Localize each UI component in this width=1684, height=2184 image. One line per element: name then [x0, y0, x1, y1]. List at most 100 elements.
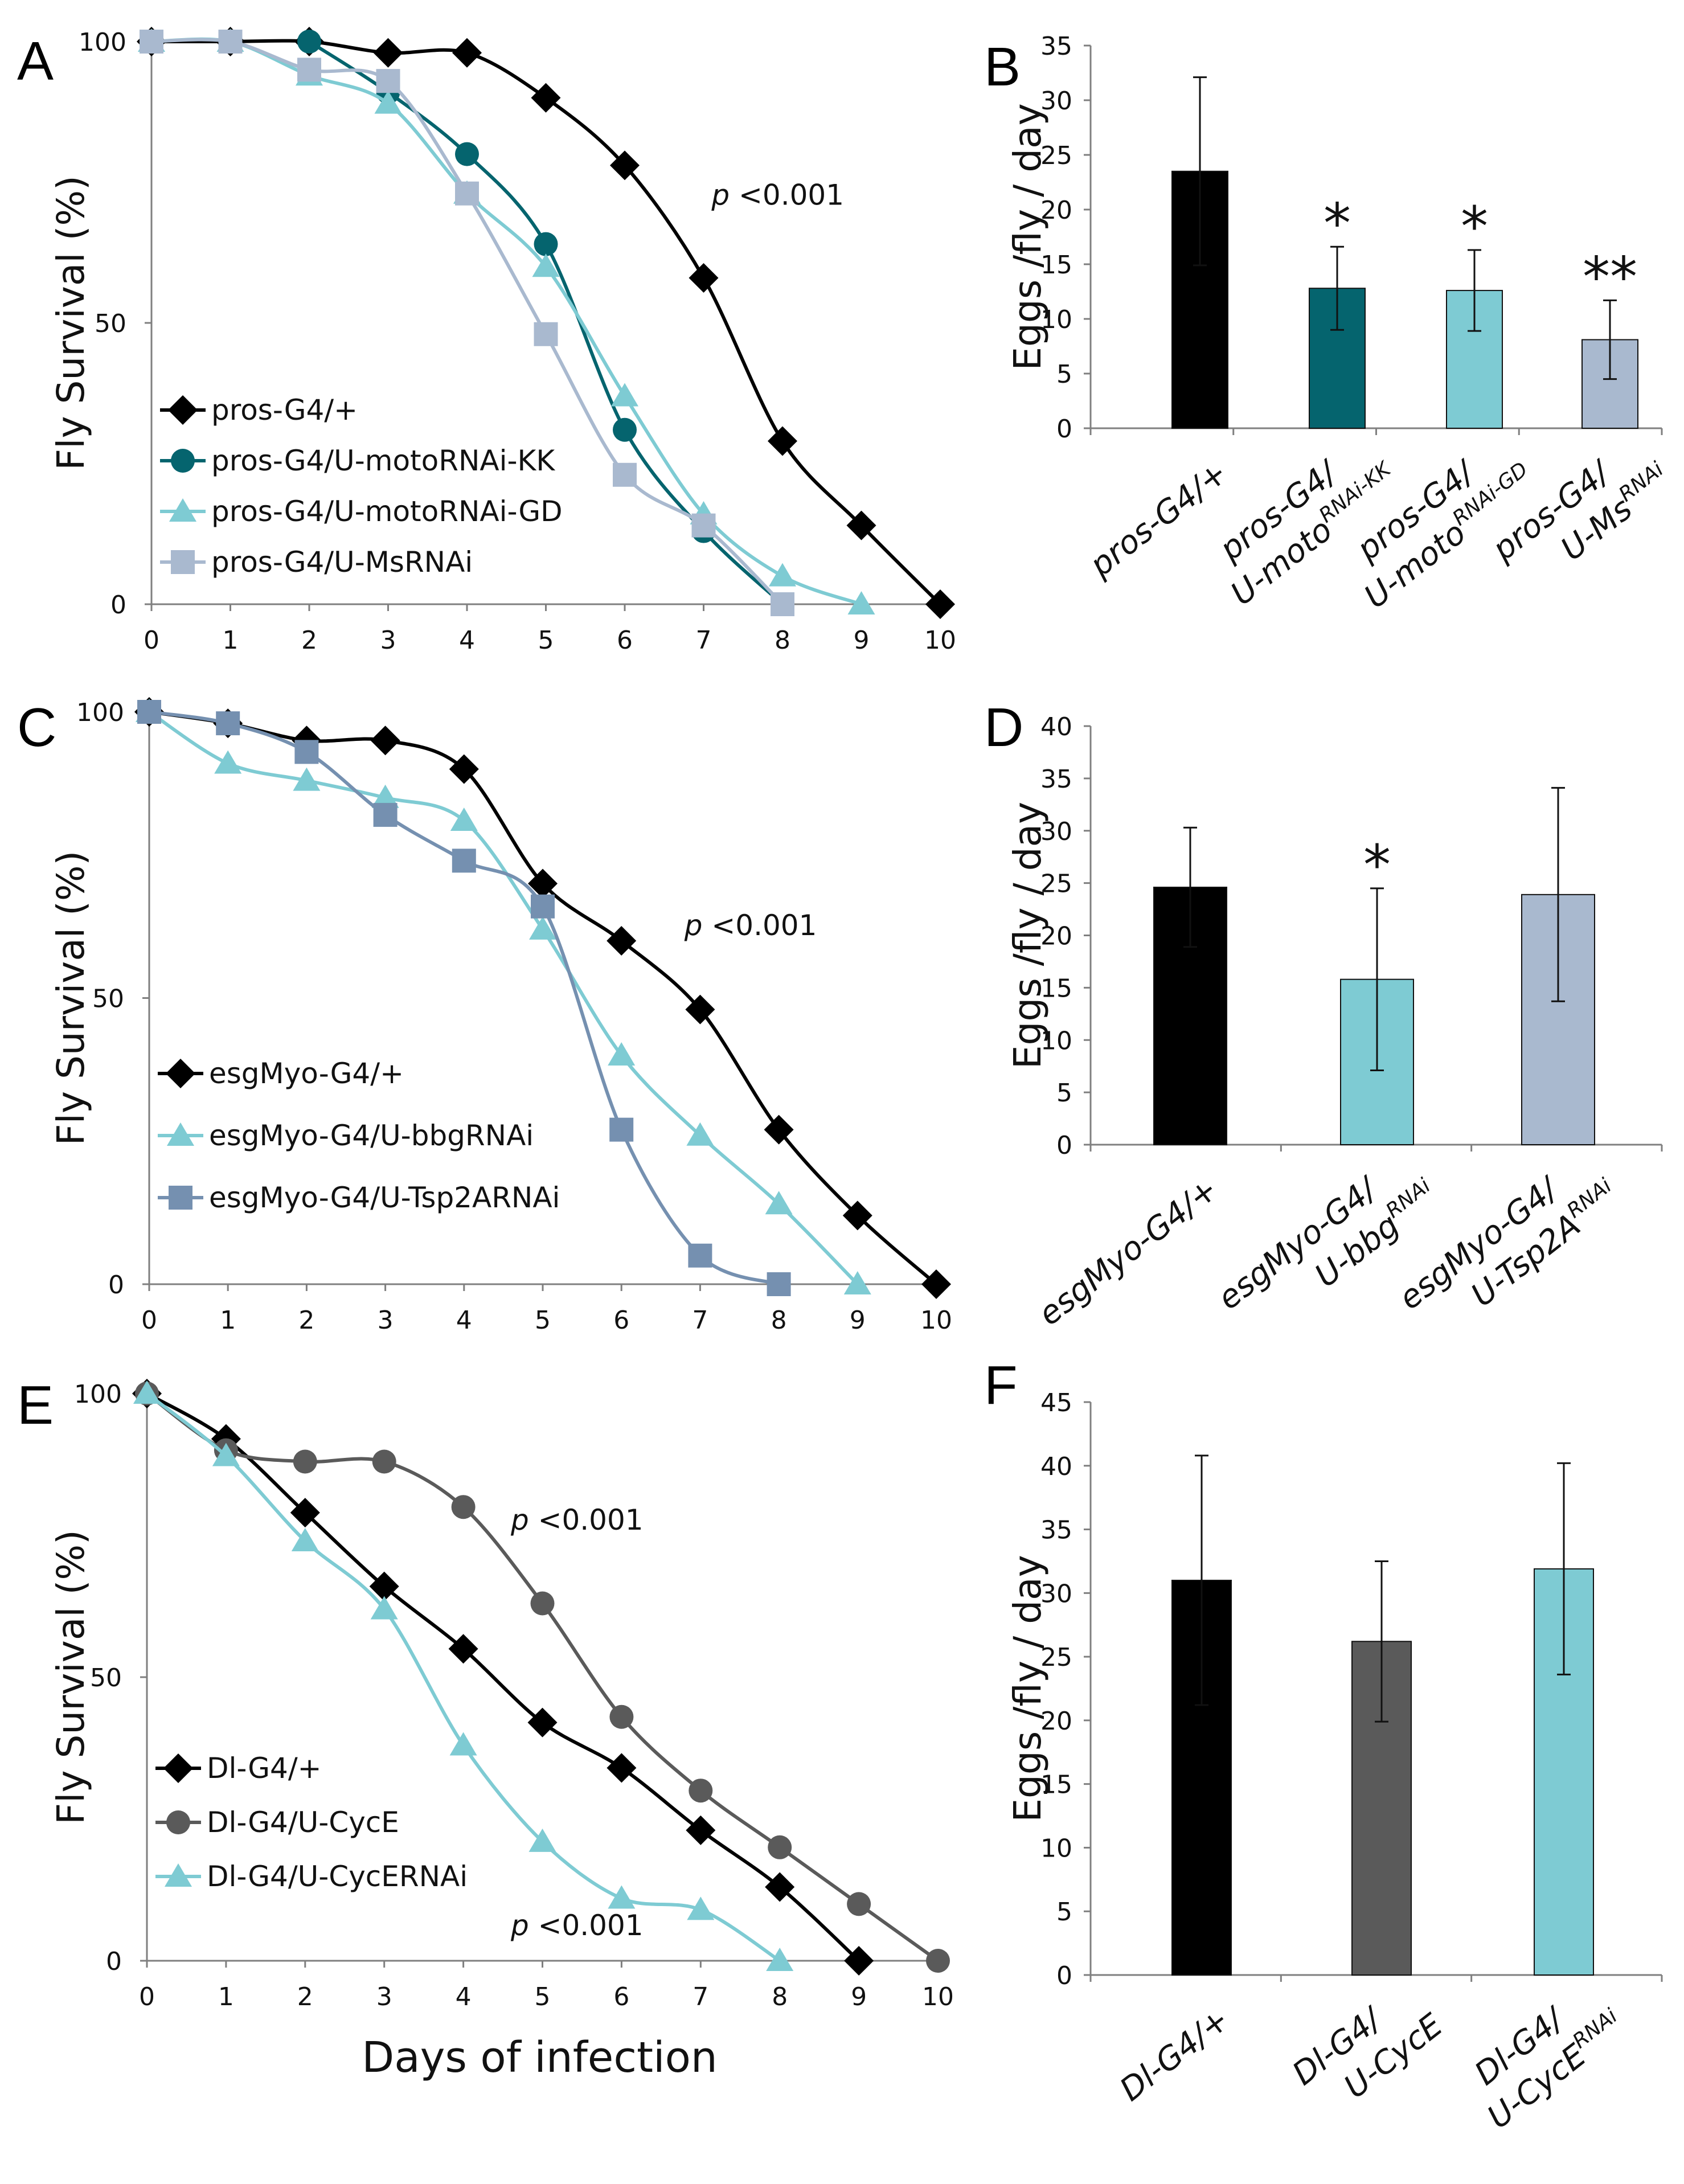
data-point — [531, 894, 555, 919]
x-tick-label: 4 — [459, 626, 475, 655]
y-tick-label: 100 — [74, 1380, 122, 1409]
series-line — [146, 1392, 939, 1962]
data-point — [846, 510, 876, 540]
y-tick-label: 0 — [1056, 415, 1072, 444]
data-point — [528, 868, 558, 899]
data-point — [449, 754, 479, 784]
panel-letter: A — [17, 31, 54, 92]
legend-label: esgMyo-G4/+ — [209, 1057, 404, 1090]
data-point — [686, 1122, 714, 1146]
legend-marker — [163, 1753, 193, 1783]
data-point — [609, 1704, 634, 1729]
y-tick-label: 5 — [1056, 1079, 1072, 1108]
data-point — [452, 38, 482, 68]
y-tick-label: 5 — [1056, 1898, 1072, 1927]
y-tick-label: 0 — [108, 1271, 124, 1300]
panel-c: C 0 50 100 0 1 2 3 4 5 6 7 8 9 10 Fly Survival (%) esgMy… — [17, 697, 952, 1335]
series-line — [146, 1392, 781, 1962]
data-point — [214, 750, 242, 774]
x-tick-label: 3 — [380, 626, 396, 655]
data-point — [448, 1634, 478, 1664]
data-point — [216, 711, 240, 736]
x-tick-label: 6 — [613, 1982, 629, 2011]
x-tick-label: 5 — [538, 626, 554, 655]
legend-marker — [171, 550, 195, 574]
significance-marker: * — [1461, 195, 1488, 259]
data-point — [843, 1271, 871, 1294]
data-point — [607, 926, 637, 956]
legend-entry: Dl-G4/U-CycE — [155, 1806, 399, 1839]
category-label: esgMyo-G4/U-Tsp2ARNAi — [1392, 1169, 1616, 1317]
data-point — [765, 1872, 795, 1902]
legend-label: esgMyo-G4/U-bbgRNAi — [209, 1119, 534, 1152]
data-point — [769, 563, 796, 587]
y-axis-label: Fly Survival (%) — [49, 851, 93, 1146]
y-tick-label: 45 — [1040, 1388, 1072, 1417]
data-point — [531, 83, 561, 113]
data-point — [687, 1896, 715, 1920]
series-line — [151, 38, 784, 606]
y-axis-label: Eggs /fly / day — [1006, 1555, 1050, 1822]
data-point — [691, 513, 716, 538]
legend-entry: esgMyo-G4/+ — [158, 1057, 404, 1090]
x-tick-label: 5 — [535, 1306, 551, 1335]
y-tick-label: 40 — [1040, 1452, 1072, 1481]
x-axis-label: Days of infection — [362, 2033, 718, 2082]
data-point — [768, 1835, 792, 1859]
legend-marker — [169, 1186, 192, 1210]
category-label: esgMyo-G4/U-bbgRNAi — [1211, 1169, 1435, 1317]
data-point — [609, 1117, 634, 1142]
p-symbol: p — [510, 1909, 529, 1942]
x-tick-label: 2 — [297, 1982, 313, 2011]
data-point — [370, 726, 400, 756]
data-point — [925, 589, 955, 619]
data-point — [372, 1449, 396, 1474]
y-tick-label: 50 — [95, 309, 126, 338]
data-point — [689, 263, 719, 293]
data-point — [290, 1498, 320, 1528]
y-axis-label: Fly Survival (%) — [49, 1530, 93, 1825]
y-tick-label: 0 — [1056, 1961, 1072, 1990]
significance-marker: ** — [1583, 245, 1637, 309]
data-point — [921, 1269, 951, 1299]
legend-entry: pros-G4/U-MsRNAi — [160, 546, 473, 579]
data-point — [455, 142, 479, 166]
y-tick-label: 25 — [1040, 1643, 1072, 1672]
legend-label: Dl-G4/U-CycERNAi — [207, 1860, 468, 1893]
category-label: Dl-G4/U-CycERNAi — [1468, 1999, 1622, 2136]
data-point — [688, 1243, 712, 1268]
y-tick-label: 50 — [90, 1663, 122, 1693]
legend-marker — [166, 1810, 190, 1834]
p-value-annotation: p <0.001 — [711, 179, 844, 212]
legend-entry: pros-G4/U-motoRNAi-KK — [160, 444, 555, 477]
x-tick-label: 0 — [144, 626, 159, 655]
y-axis-label: Eggs /fly / day — [1006, 103, 1050, 370]
data-point — [613, 462, 637, 487]
y-tick-label: 10 — [1040, 305, 1072, 334]
data-point — [610, 150, 640, 181]
data-point — [451, 1495, 476, 1519]
x-tick-label: 8 — [772, 1982, 788, 2011]
legend-entry: esgMyo-G4/U-Tsp2ARNAi — [158, 1181, 560, 1214]
data-point — [685, 994, 715, 1025]
p-value-annotation: p <0.001 — [510, 1503, 644, 1536]
series-2 — [133, 1380, 794, 1971]
y-tick-label: 20 — [1040, 922, 1072, 951]
series-line — [148, 710, 859, 1286]
x-tick-label: 4 — [456, 1982, 472, 2011]
p-value: <0.001 — [703, 909, 817, 942]
data-point — [133, 1380, 161, 1404]
data-point — [767, 1272, 791, 1296]
data-point — [608, 1885, 636, 1909]
data-point — [613, 417, 637, 442]
data-point — [530, 1591, 555, 1616]
y-axis-label: Eggs /fly / day — [1006, 802, 1050, 1069]
x-tick-label: 9 — [851, 1982, 867, 2011]
data-point — [297, 30, 321, 54]
category-superscript: RNAi — [1568, 2005, 1621, 2054]
x-tick-label: 5 — [535, 1982, 551, 2011]
category-superscript: RNAi — [1382, 1174, 1435, 1223]
p-symbol: p — [684, 909, 703, 942]
data-point — [528, 1828, 556, 1852]
y-tick-label: 10 — [1040, 1834, 1072, 1863]
